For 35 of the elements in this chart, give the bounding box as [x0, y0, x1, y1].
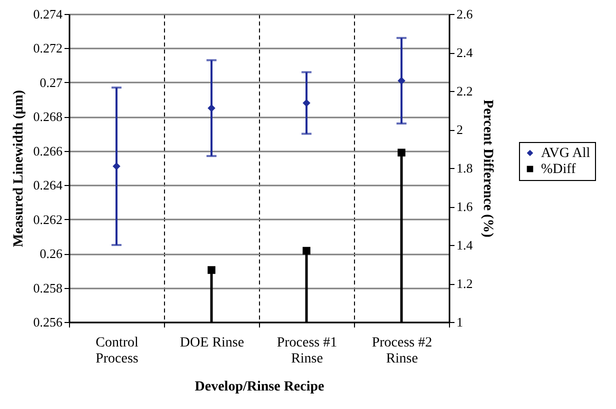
x-tick-label: Process #1 Rinse — [276, 336, 338, 366]
point — [302, 246, 310, 255]
y-tick-label: 0.274 — [33, 6, 63, 22]
point — [398, 76, 406, 85]
y2-tick-label: 1 — [456, 314, 463, 330]
x-tick-label: DOE Rinse — [180, 336, 244, 350]
y-tick-label: 0.266 — [33, 143, 63, 158]
y2-tick-label: 2.6 — [456, 6, 474, 22]
point — [208, 104, 216, 112]
point — [112, 162, 120, 170]
point — [398, 148, 406, 156]
y2-tick-label: 1.2 — [456, 276, 473, 291]
y-tick-label: 0.26 — [40, 246, 63, 262]
y2-tick-label: 2 — [456, 122, 463, 137]
y-tick-label: 0.268 — [33, 109, 62, 124]
y-tick-label: 0.272 — [33, 40, 62, 56]
y2-tick-label: 1.8 — [456, 160, 473, 176]
y-tick-label: 0.262 — [33, 212, 62, 227]
x-tick-label: Control Process — [96, 336, 138, 366]
y-tick-label: 0.258 — [33, 280, 62, 296]
y2-axis-title: Percent Difference (%) — [480, 100, 495, 238]
x-axis-title: Develop/Rinse Recipe — [194, 380, 324, 394]
point — [208, 266, 216, 274]
y2-tick-label: 1.4 — [456, 238, 474, 252]
x-tick-label: Process #2 Rinse — [372, 336, 432, 366]
y-tick-label: 0.264 — [33, 178, 63, 193]
y-axis-title: Measured Linewidth (µm) — [11, 90, 26, 248]
point — [302, 99, 310, 107]
y-tick-label: 0.256 — [33, 314, 63, 330]
y-tick-label: 0.27 — [40, 74, 63, 90]
legend-label: %Diff — [541, 162, 576, 177]
y2-tick-label: 2.2 — [456, 84, 473, 98]
y2-tick-label: 2.4 — [456, 45, 474, 60]
legend-label: AVG All — [541, 146, 590, 161]
y2-tick-label: 1.6 — [456, 199, 474, 214]
